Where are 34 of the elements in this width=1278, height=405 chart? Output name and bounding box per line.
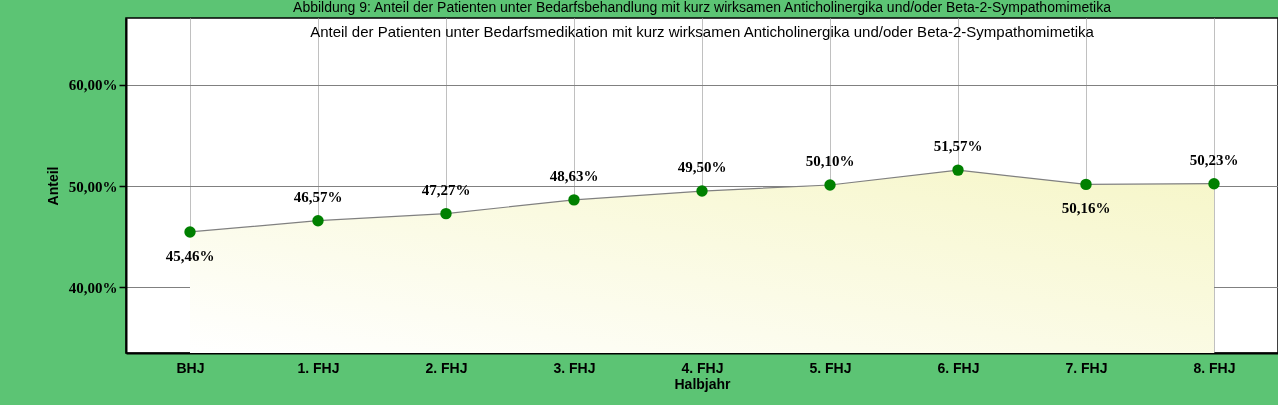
chart-title: Abbildung 9: Anteil der Patienten unter Bedarfsbehandlung mit kurz wirksamen Anticholinergika und/oder Beta-2-Sympathomimetika [293, 0, 1112, 15]
data-label: 46,57% [293, 188, 343, 205]
point [1080, 178, 1092, 191]
point [184, 226, 196, 238]
x-tick-label: 5. FHJ [809, 359, 852, 376]
point [440, 207, 452, 220]
x-tick-label: 8. FHJ [1193, 359, 1236, 376]
data-label: 47,27% [421, 181, 471, 198]
y-tick-label: 40,00% [68, 279, 118, 296]
data-label: 49,50% [677, 159, 727, 176]
point [952, 164, 964, 176]
data-label: 48,63% [549, 167, 599, 184]
x-tick-label: 7. FHJ [1065, 359, 1108, 376]
y-tick-label: 60,00% [68, 77, 118, 94]
y-tick-label: 50,00% [68, 178, 118, 195]
point [696, 185, 708, 197]
x-axis-title: Halbjahr [674, 375, 732, 392]
data-label: 45,46% [165, 247, 215, 264]
point [312, 215, 324, 227]
point [824, 179, 836, 191]
y-axis-title: Anteil [44, 166, 61, 206]
point [1208, 177, 1220, 190]
x-tick-label: 4. FHJ [681, 359, 724, 376]
x-tick-label: 3. FHJ [553, 359, 596, 376]
x-tick-label: 1. FHJ [297, 359, 340, 376]
chart-subtitle: Anteil der Patienten unter Bedarfsmedikation mit kurz wirksamen Anticholinergika und/oder Beta-2-Sympathomimetika [310, 23, 1095, 40]
data-label: 50,10% [805, 152, 855, 169]
x-tick-label: BHJ [176, 359, 205, 376]
x-tick-label: 6. FHJ [937, 359, 980, 376]
data-label: 50,16% [1061, 200, 1111, 217]
data-label: 50,23% [1189, 151, 1239, 168]
x-tick-label: 2. FHJ [425, 359, 468, 376]
point [568, 194, 580, 206]
data-label: 51,57% [933, 138, 983, 155]
